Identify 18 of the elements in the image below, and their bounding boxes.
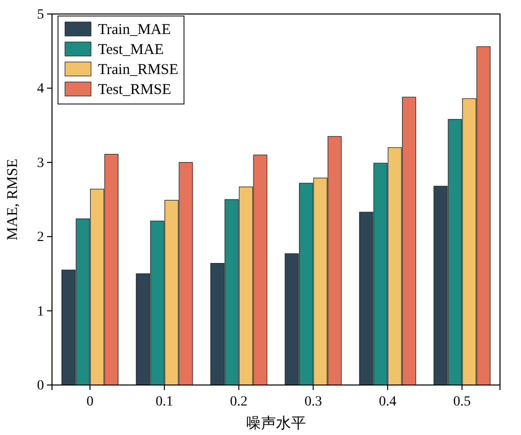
legend-label: Train_MAE — [98, 22, 171, 38]
y-tick-label: 2 — [37, 230, 44, 246]
y-tick-label: 4 — [37, 82, 44, 97]
y-tick-label: 5 — [37, 7, 44, 22]
x-tick-label: 0.5 — [453, 394, 471, 410]
legend-label: Train_RMSE — [98, 62, 178, 78]
y-tick-label: 1 — [37, 304, 44, 320]
y-axis-title: MAE, RMSE — [5, 158, 21, 240]
x-tick-label: 0.3 — [304, 394, 322, 410]
y-tick-label: 0 — [37, 378, 44, 394]
legend-label: Test_MAE — [98, 42, 164, 58]
legend-label: Test_RMSE — [98, 82, 172, 98]
x-axis-title: 噪声水平 — [246, 415, 306, 432]
y-tick-label: 3 — [37, 156, 44, 171]
x-tick-label: 0.1 — [156, 394, 174, 410]
x-tick-label: 0.2 — [230, 394, 248, 410]
x-tick-label: 0.4 — [378, 394, 396, 410]
x-tick-label: 0 — [86, 394, 94, 410]
